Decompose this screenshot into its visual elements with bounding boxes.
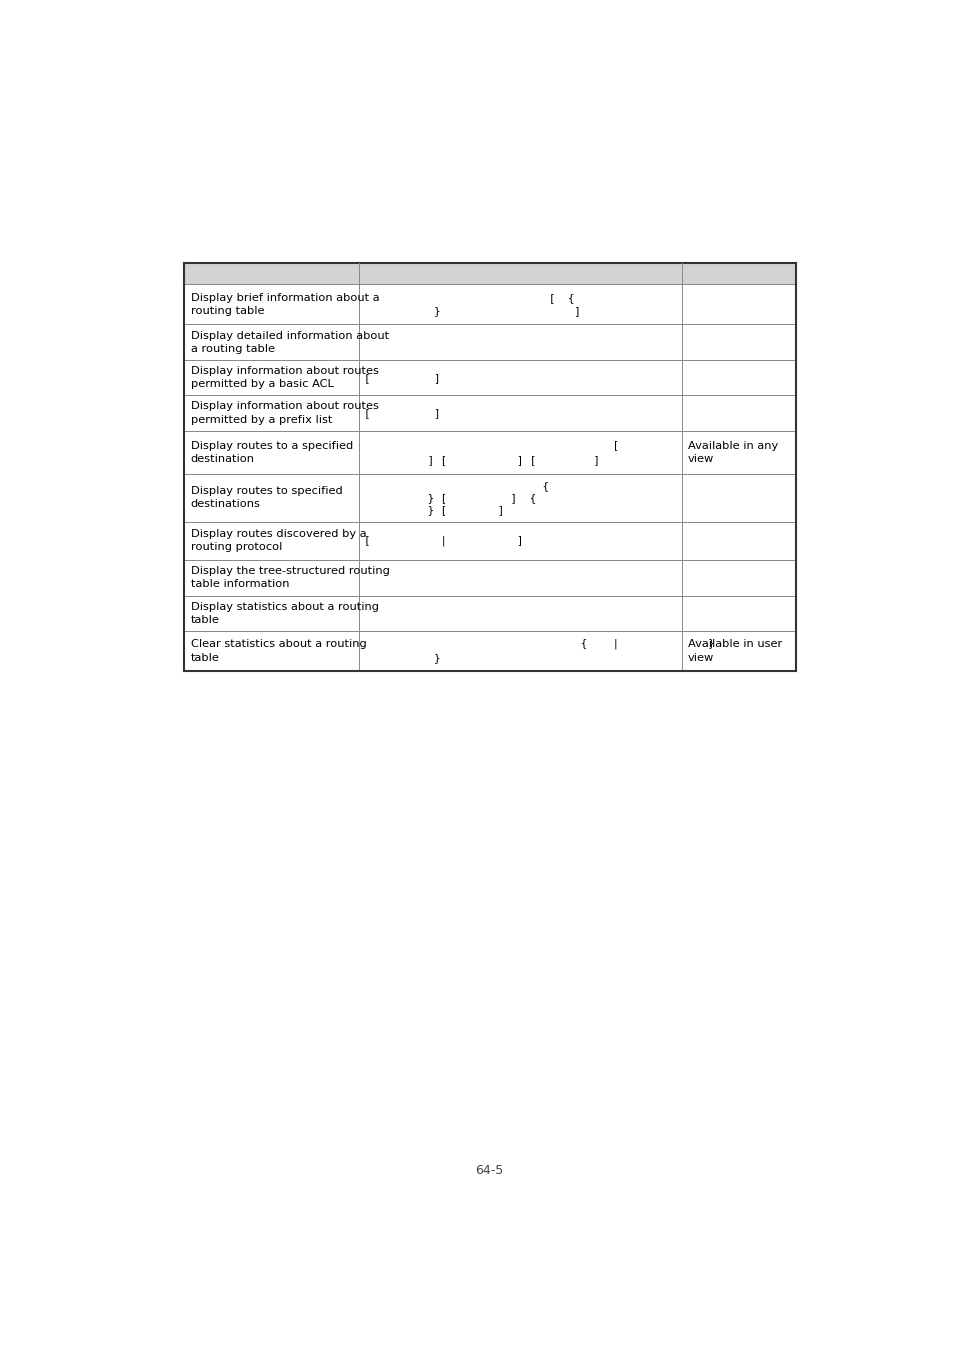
Text: Display the tree-structured routing
table information: Display the tree-structured routing tabl… [191, 566, 389, 590]
Bar [184, 263, 795, 285]
Bar [184, 474, 795, 521]
Text: [          ]: [ ] [364, 408, 440, 418]
Bar [184, 324, 795, 360]
Text: Display detailed information about
a routing table: Display detailed information about a rou… [191, 331, 388, 354]
Text: Display routes to specified
destinations: Display routes to specified destinations [191, 486, 342, 509]
Text: 64-5: 64-5 [475, 1164, 502, 1177]
Text: } [        ]: } [ ] [364, 505, 504, 514]
Text: Available in user
view: Available in user view [687, 640, 781, 663]
Text: Display routes discovered by a
routing protocol: Display routes discovered by a routing p… [191, 529, 366, 552]
Text: [  {: [ { [364, 293, 574, 302]
Text: Display information about routes
permitted by a basic ACL: Display information about routes permitt… [191, 366, 378, 389]
Bar [184, 595, 795, 630]
Text: [          ]: [ ] [364, 373, 440, 382]
Text: Display routes to a specified
destination: Display routes to a specified destinatio… [191, 440, 353, 464]
Text: [           |           ]: [ | ] [364, 536, 523, 547]
Text: Available in any
view: Available in any view [687, 440, 778, 464]
Text: Display statistics about a routing
table: Display statistics about a routing table [191, 602, 378, 625]
Text: {: { [364, 481, 548, 491]
Text: Display brief information about a
routing table: Display brief information about a routin… [191, 293, 378, 316]
Text: ] [           ] [         ]: ] [ ] [ ] [364, 455, 599, 464]
Bar [184, 396, 795, 431]
Bar [184, 560, 795, 595]
Text: } [          ]  {: } [ ] { [364, 493, 536, 502]
Text: }                     ]: } ] [364, 306, 580, 316]
Bar [184, 521, 795, 560]
Text: Clear statistics about a routing
table: Clear statistics about a routing table [191, 640, 366, 663]
Text: }: } [364, 653, 440, 663]
Bar [184, 431, 795, 474]
Text: {    |              }: { | } [364, 639, 714, 649]
Bar [184, 285, 795, 324]
Text: [: [ [364, 440, 618, 450]
Bar [184, 630, 795, 671]
Text: Display information about routes
permitted by a prefix list: Display information about routes permitt… [191, 401, 378, 425]
Bar [184, 360, 795, 396]
